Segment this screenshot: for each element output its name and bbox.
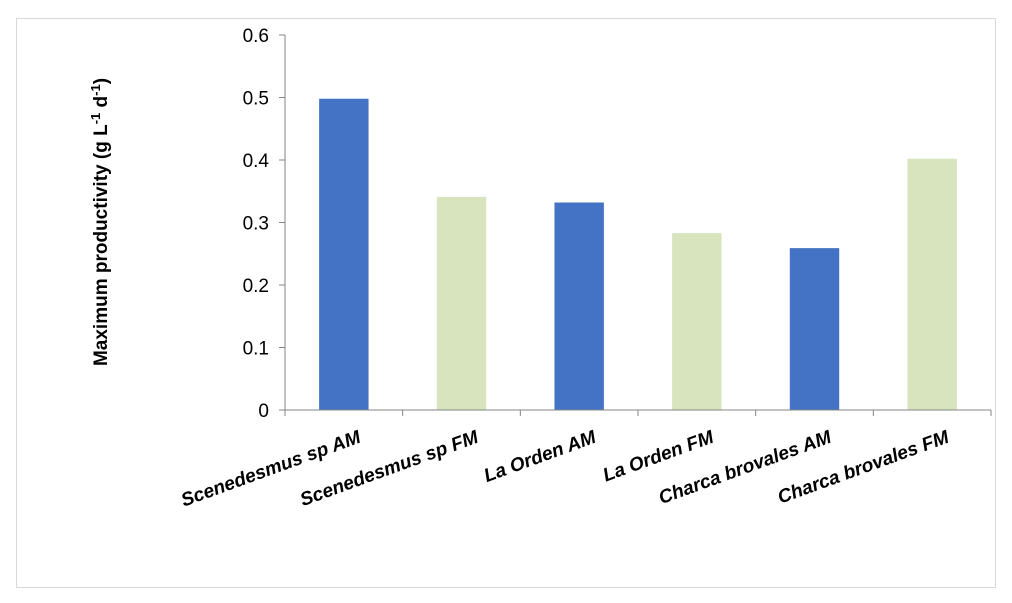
bar (436, 196, 487, 410)
bar (789, 248, 840, 410)
y-tick-label: 0.4 (243, 151, 270, 172)
bar (554, 202, 604, 410)
y-tick-label: 0 (258, 401, 269, 422)
y-tick-label: 0.3 (243, 214, 269, 235)
y-tick-label: 0.6 (243, 26, 269, 47)
y-tick-label: 0.2 (243, 276, 269, 297)
bar (319, 98, 369, 410)
y-tick-label: 0.5 (243, 89, 269, 110)
x-category-label: La Orden AM (481, 427, 600, 487)
y-axis-ticks: 0 0.1 0.2 0.3 0.4 0.5 0.6 (243, 26, 285, 422)
bar (907, 158, 957, 410)
bar (672, 233, 722, 410)
axes (284, 35, 991, 411)
y-axis-title: Maximum productivity (g L-1 d-1) (88, 78, 112, 366)
y-tick-label: 0.1 (243, 339, 269, 360)
x-axis-ticks (284, 410, 992, 416)
bars (319, 98, 957, 410)
